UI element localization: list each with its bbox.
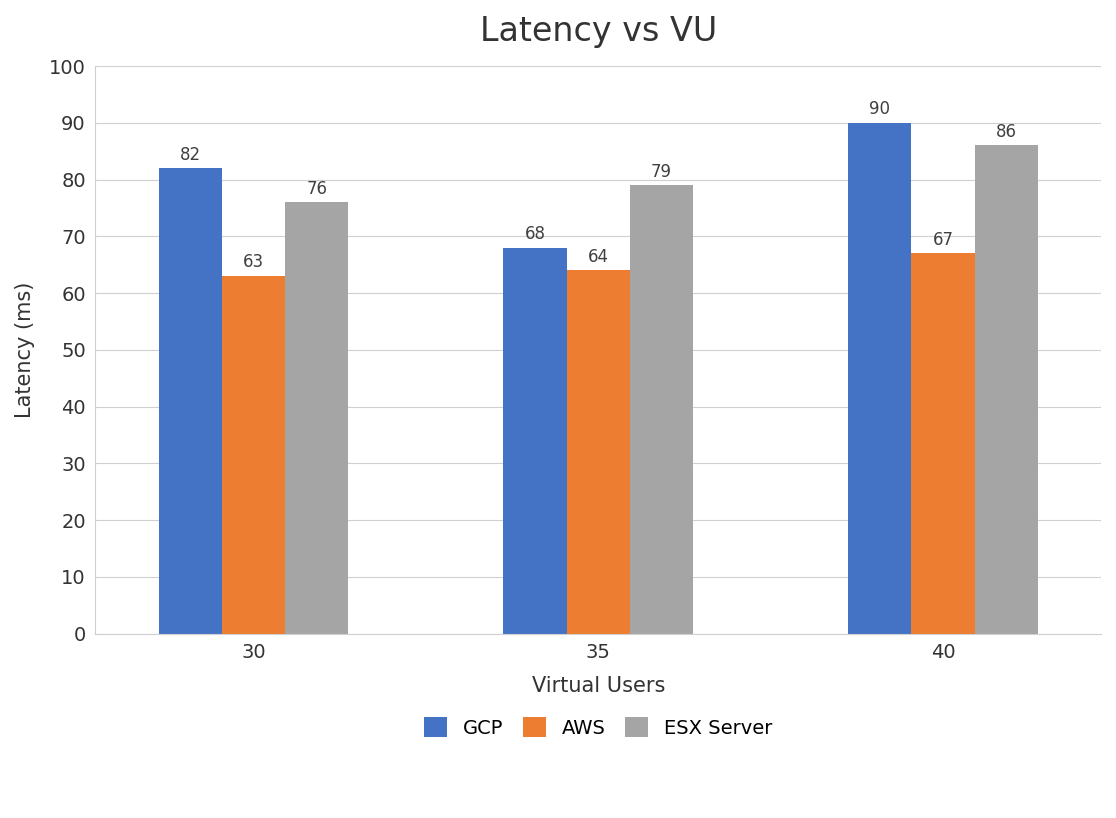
Legend: GCP, AWS, ESX Server: GCP, AWS, ESX Server	[424, 717, 772, 738]
Text: 76: 76	[306, 180, 327, 198]
Bar	[158, 169, 222, 634]
Text: 68: 68	[525, 225, 546, 243]
Title: Latency vs VU: Latency vs VU	[480, 15, 716, 48]
Bar	[848, 123, 912, 634]
Text: 82: 82	[180, 146, 201, 164]
Text: 79: 79	[651, 163, 672, 181]
Bar	[222, 276, 285, 634]
Bar	[912, 254, 974, 634]
Bar	[629, 185, 693, 634]
Bar	[503, 248, 567, 634]
Bar	[285, 202, 348, 634]
Bar	[974, 146, 1038, 634]
Bar	[567, 270, 629, 634]
Y-axis label: Latency (ms): Latency (ms)	[15, 281, 35, 418]
X-axis label: Virtual Users: Virtual Users	[531, 676, 665, 696]
Text: 86: 86	[995, 123, 1017, 141]
Text: 64: 64	[588, 248, 608, 266]
Text: 63: 63	[243, 254, 264, 272]
Text: 67: 67	[933, 231, 953, 249]
Text: 90: 90	[869, 101, 891, 119]
